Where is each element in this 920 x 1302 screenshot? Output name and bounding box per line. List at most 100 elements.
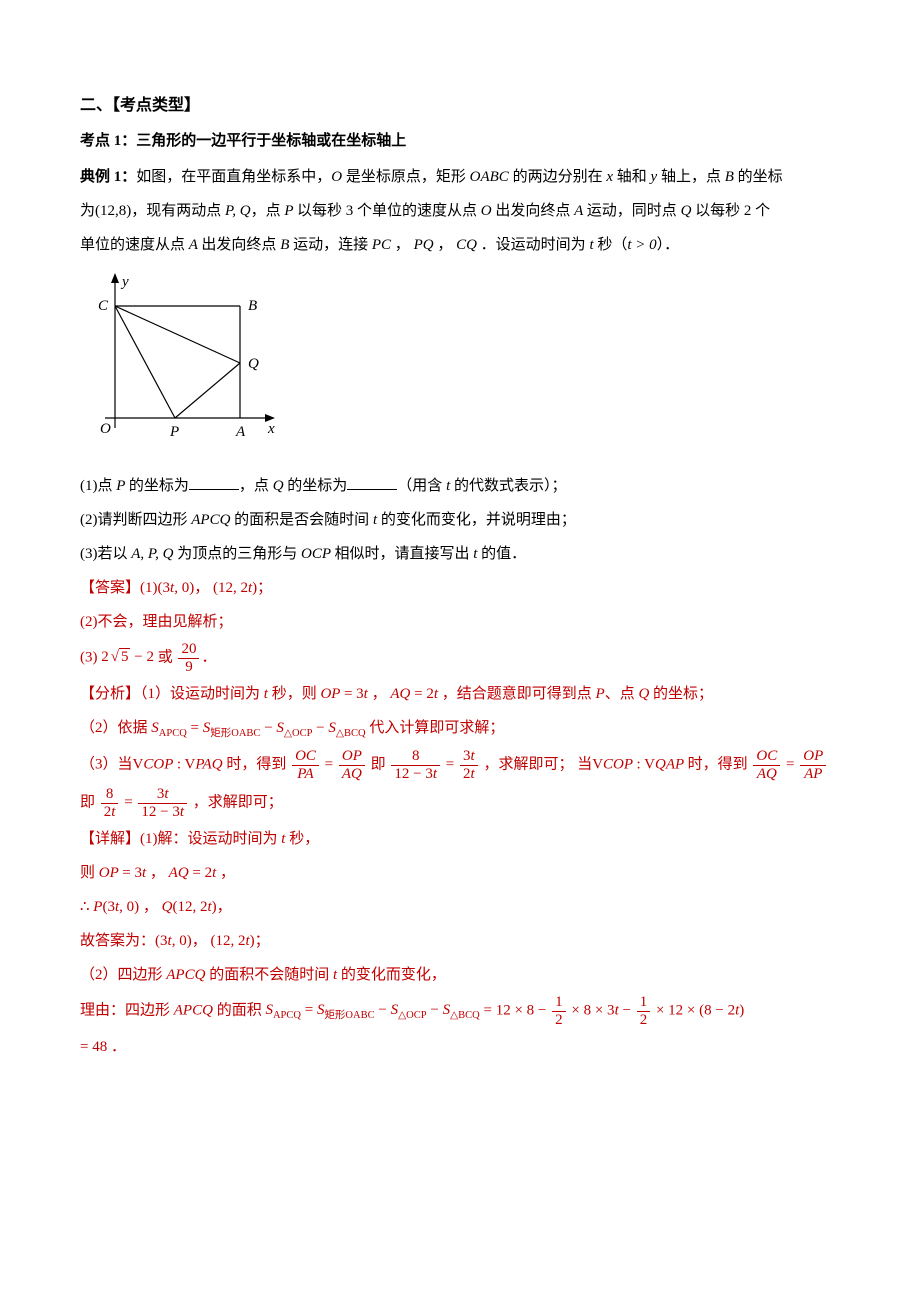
text: ，	[217, 899, 232, 915]
text: 的值．	[481, 546, 526, 562]
text: 的代数式表示）；	[454, 478, 567, 494]
text: ，求解即可；	[193, 794, 283, 810]
p-coord: P(3t, 0)	[90, 899, 143, 915]
frac-op-ap: OPAP	[800, 748, 826, 782]
frac-8-12-3t: 812 − 3t	[391, 748, 440, 782]
frac-3t-2t: 3t2t	[460, 748, 478, 782]
text: 为	[80, 203, 95, 219]
q-coord: Q(12, 2t)	[162, 899, 217, 915]
text: 为顶点的三角形与	[177, 546, 297, 562]
var-t: t	[442, 478, 454, 494]
blank-input[interactable]	[189, 475, 239, 490]
text: 的坐标；	[653, 686, 713, 702]
text: (2)请判断四边形	[80, 512, 188, 528]
text: 秒，则	[272, 686, 317, 702]
svg-text:x: x	[267, 421, 275, 437]
var-APCQ: APCQ	[170, 1002, 217, 1018]
text: 的两边分别在	[513, 169, 603, 185]
q-coord: (12, 2t)	[210, 933, 254, 949]
text: 秒，	[289, 831, 319, 847]
analysis-line-3: （3）当VCOP : VPAQ 时，得到 OCPA = OPAQ 即 812 −…	[80, 748, 840, 782]
text: 的变化而变化，	[341, 967, 446, 983]
text: 运动，连接	[293, 237, 368, 253]
ans3-frac: 209	[178, 641, 199, 675]
var-t: t	[260, 686, 272, 702]
var-y: y	[647, 169, 661, 185]
question-3: (3)若以 A, P, Q 为顶点的三角形与 OCP 相似时，请直接写出 t 的…	[80, 539, 840, 569]
text: 的坐标为	[287, 478, 347, 494]
analysis-line-4: 即 82t = 3t12 − 3t ，求解即可；	[80, 786, 840, 820]
example-label: 典例 1：	[80, 169, 136, 185]
var-PQ: PQ	[410, 237, 438, 253]
detail-line-5: （2）四边形 APCQ 的面积不会随时间 t 的变化而变化，	[80, 960, 840, 990]
aq-eq: AQ = 2t	[390, 686, 441, 702]
text: 故答案为：	[80, 933, 155, 949]
detail-label: 【详解】	[80, 831, 140, 847]
point-B-coord: (12,8)	[95, 203, 131, 219]
text: ，	[192, 933, 207, 949]
op-eq: OP = 3t	[317, 686, 372, 702]
analysis-label: 【分析】	[80, 686, 140, 702]
var-P: P	[113, 478, 129, 494]
text: ）．	[657, 237, 680, 253]
frac-3t-12-3t: 3t12 − 3t	[138, 786, 187, 820]
var-t: t	[369, 512, 381, 528]
half-2: 12	[637, 994, 651, 1028]
question-2: (2)请判断四边形 APCQ 的面积是否会随时间 t 的变化而变化，并说明理由；	[80, 505, 840, 535]
var-P: P	[281, 203, 297, 219]
var-Q: Q	[677, 203, 695, 219]
text: 轴上，点	[661, 169, 721, 185]
frac-oc-pa: OCPA	[292, 748, 319, 782]
text: 即	[371, 756, 386, 772]
var-PC: PC	[368, 237, 395, 253]
analysis-line-2: （2）依据 SAPCQ = S矩形OABC − S△OCP − S△BCQ 代入…	[80, 713, 840, 744]
svg-text:Q: Q	[248, 356, 259, 372]
answer-line-3: (3) 25 − 2 或 209．	[80, 641, 840, 675]
analysis-line-1: 【分析】（1）设运动时间为 t 秒，则 OP = 3t ， AQ = 2t ，结…	[80, 679, 840, 709]
blank-input[interactable]	[347, 475, 397, 490]
text: 的面积是否会随时间	[234, 512, 369, 528]
var-CQ: CQ	[452, 237, 480, 253]
t-gt-0: t > 0	[627, 237, 656, 253]
text: ．	[201, 649, 216, 665]
text: （2）四边形	[80, 967, 163, 983]
problem-line-3: 单位的速度从点 A 出发向终点 B 运动，连接 PC ， PQ ， CQ ．设运…	[80, 230, 840, 260]
text: 的坐标为	[129, 478, 189, 494]
area-eq: SAPCQ = S矩形OABC − S△OCP − S△BCQ	[151, 720, 365, 736]
text: ，点	[251, 203, 281, 219]
svg-text:A: A	[235, 424, 246, 440]
section-heading: 二、【考点类型】	[80, 90, 840, 122]
calc-text: × 8 × 3t −	[568, 1002, 635, 1018]
text: 出发向终点	[495, 203, 570, 219]
answer-line-1: 【答案】(1)(3t, 0)， (12, 2t)；	[80, 573, 840, 603]
text: （1）设运动时间为	[140, 686, 260, 702]
var-O: O	[331, 169, 346, 185]
aq-eq: AQ = 2t	[169, 865, 220, 881]
var-APQ: A, P, Q	[128, 546, 178, 562]
text: 单位的速度从点	[80, 237, 185, 253]
calc-text: = 12 × 8 −	[484, 1002, 551, 1018]
text: （3）当	[80, 756, 133, 772]
var-t: t	[329, 967, 341, 983]
text: （用含	[397, 478, 442, 494]
var-APCQ: APCQ	[188, 512, 235, 528]
op-eq: OP = 3t	[95, 865, 150, 881]
text: 轴和	[617, 169, 647, 185]
text: ∴	[80, 899, 90, 915]
text: ；	[257, 580, 272, 596]
text: （2）依据	[80, 720, 148, 736]
frac-op-aq: OPAQ	[339, 748, 365, 782]
frac-oc-aq: OCAQ	[753, 748, 780, 782]
svg-text:y: y	[120, 274, 129, 290]
svg-text:C: C	[98, 298, 109, 314]
text: 是坐标原点，矩形	[346, 169, 466, 185]
text: 时，得到	[226, 756, 286, 772]
p-coord: (3t, 0)	[155, 933, 192, 949]
var-B: B	[276, 237, 293, 253]
text: 如图，在平面直角坐标系中，	[136, 169, 331, 185]
text: 的坐标	[738, 169, 783, 185]
text: 出发向终点	[201, 237, 276, 253]
question-1: (1)点 P 的坐标为，点 Q 的坐标为（用含 t 的代数式表示）；	[80, 471, 840, 501]
var-x: x	[603, 169, 617, 185]
text: ；	[255, 933, 270, 949]
